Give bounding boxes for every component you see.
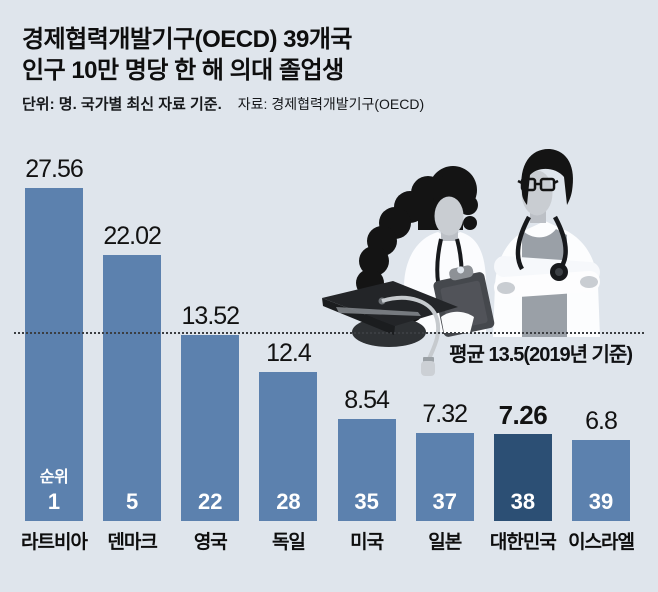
bar-value-label: 12.4 [266, 339, 312, 367]
country-label: 덴마크 [107, 532, 157, 553]
tassel-cord [381, 295, 441, 360]
male-stethoscope-icon [515, 215, 568, 281]
rank-header-label: 순위 [39, 469, 69, 486]
title-line-2: 인구 10만 명당 한 해 의대 졸업생 [22, 57, 344, 84]
bar-group: 8.54 35 미국 [328, 0, 406, 592]
average-label: 평균 13.5(2019년 기준) [449, 344, 633, 366]
bar-value-label: 27.56 [25, 155, 84, 183]
country-label: 대한민국 [489, 532, 557, 553]
bar-value-label: 22.02 [103, 222, 162, 250]
male-hair [521, 148, 574, 205]
bar: 39 [572, 440, 631, 521]
rank-number: 35 [354, 489, 379, 514]
bar-group: 12.4 28 독일 [249, 0, 327, 592]
country-label: 독일 [271, 532, 306, 553]
chart-notes: 단위: 명. 국가별 최신 자료 기준. 자료: 경제협력개발기구(OECD) [22, 93, 424, 114]
bar-value-label: 8.54 [344, 386, 390, 414]
country-label: 미국 [350, 532, 384, 553]
male-doctor-icon [493, 148, 600, 337]
bar-group: 7.32 37 일본 [406, 0, 484, 592]
rank-number: 38 [510, 489, 536, 514]
bar: 37 [415, 433, 474, 521]
rank-number: 39 [588, 489, 614, 514]
page-title: 경제협력개발기구(OECD) 39개국 인구 10만 명당 한 해 의대 졸업생 [22, 24, 353, 86]
bar-group: 27.56 순위 1 라트비아 [15, 0, 93, 592]
bar: 5 [103, 255, 162, 521]
hand-sleeve [441, 311, 474, 333]
doctors-graduation-cap-illustration [322, 148, 600, 376]
bar: 순위 1 [25, 188, 83, 521]
rank-number: 22 [198, 489, 223, 514]
country-label: 영국 [193, 532, 228, 553]
rank-number: 5 [126, 489, 139, 514]
rank-number: 1 [47, 489, 61, 514]
bar-group: 13.52 22 영국 [171, 0, 249, 592]
source-note: 자료: 경제협력개발기구(OECD) [237, 96, 425, 112]
bar: 28 [259, 372, 318, 521]
country-label: 이스라엘 [568, 532, 635, 553]
bar: 38 [493, 434, 552, 521]
glasses-icon [517, 177, 559, 192]
bar-value-label: 6.8 [585, 407, 618, 435]
average-line [14, 332, 644, 334]
bar: 35 [337, 419, 396, 521]
rank-number: 28 [276, 489, 301, 514]
bar-value-label: 7.26 [498, 400, 548, 430]
country-label: 일본 [428, 532, 462, 553]
rank-number: 37 [432, 489, 457, 514]
crossed-arms [494, 256, 600, 298]
tassel-tip [421, 361, 435, 376]
bar-group: 7.26 38 대한민국 [484, 0, 562, 592]
bar: 22 [181, 335, 240, 521]
bar-group: 22.02 5 덴마크 [93, 0, 171, 592]
bar-value-label: 13.52 [181, 302, 241, 330]
unit-note: 단위: 명. 국가별 최신 자료 기준. [22, 96, 222, 113]
country-label: 라트비아 [21, 532, 88, 553]
bar-value-label: 7.32 [422, 400, 468, 428]
bar-group: 6.8 39 이스라엘 [562, 0, 640, 592]
title-line-1: 경제협력개발기구(OECD) 39개국 [22, 26, 353, 53]
